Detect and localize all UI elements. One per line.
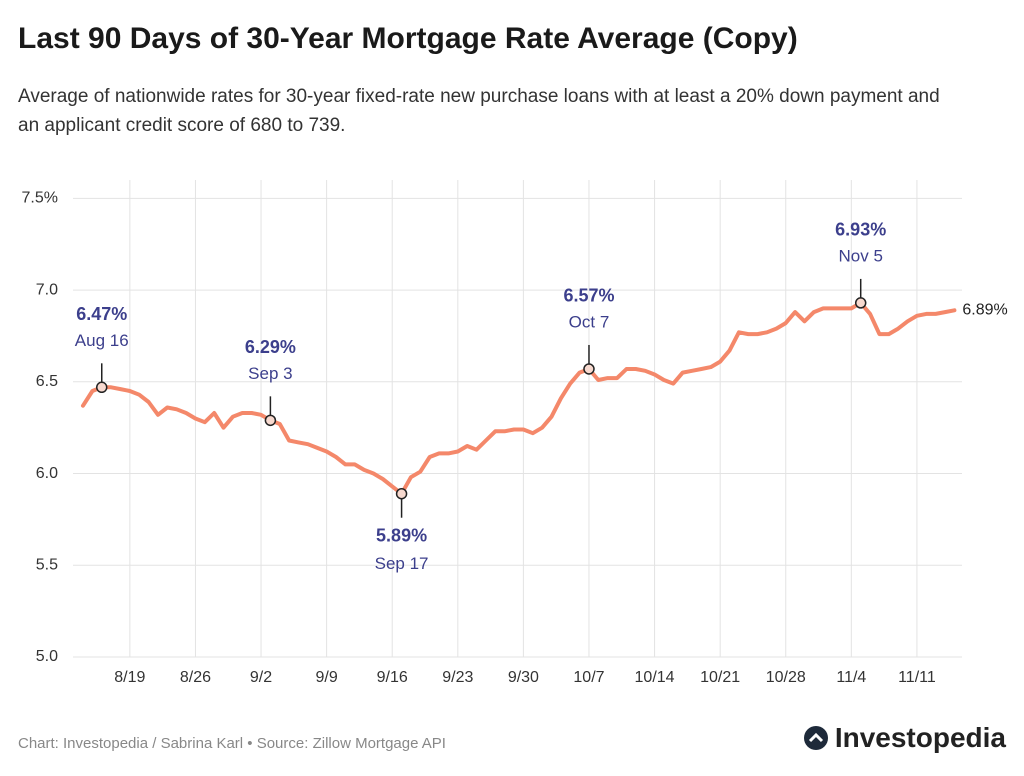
value-label: 6.29% — [245, 337, 296, 357]
x-tick-label: 8/26 — [180, 669, 211, 686]
y-tick-label: 5.5 — [36, 556, 58, 573]
y-tick-label: 6.0 — [36, 465, 58, 482]
value-label: 6.47% — [76, 304, 127, 324]
date-label: Oct 7 — [569, 312, 610, 331]
x-tick-label: 10/21 — [700, 669, 740, 686]
date-label: Sep 17 — [375, 554, 429, 573]
y-tick-label: 5.0 — [36, 648, 58, 665]
y-tick-label: 7.5% — [22, 190, 58, 207]
x-tick-label: 9/2 — [250, 669, 272, 686]
point-marker — [95, 381, 108, 394]
x-tick-label: 11/11 — [898, 669, 936, 686]
point-marker — [583, 363, 595, 375]
logo: Investopedia — [803, 722, 1006, 754]
date-label: Aug 16 — [75, 331, 129, 350]
x-tick-label: 10/14 — [635, 669, 675, 686]
end-label: 6.89% — [962, 301, 1007, 318]
value-label: 6.93% — [835, 220, 886, 240]
x-tick-label: 9/16 — [377, 669, 408, 686]
point-marker — [264, 414, 277, 427]
logo-icon — [803, 726, 828, 750]
x-tick-label: 8/19 — [114, 669, 145, 686]
date-label: Sep 3 — [248, 364, 292, 383]
value-label: 5.89% — [376, 525, 427, 545]
x-tick-label: 10/28 — [766, 669, 806, 686]
date-label: Nov 5 — [838, 246, 882, 265]
logo-text: Investopedia — [834, 722, 1006, 753]
x-tick-label: 11/4 — [836, 669, 866, 686]
x-tick-label: 9/30 — [508, 669, 539, 686]
y-tick-label: 7.0 — [36, 281, 58, 298]
point-marker — [854, 297, 867, 309]
point-marker — [395, 487, 408, 500]
value-label: 6.57% — [563, 286, 614, 306]
x-tick-label: 9/9 — [315, 669, 337, 686]
line — [81, 300, 957, 496]
x-tick-label: 10/7 — [573, 669, 604, 686]
chart-subtitle: Average of nationwide rates for 30-year … — [18, 86, 940, 136]
chart-title: Last 90 Days of 30-Year Mortgage Rate Av… — [18, 22, 798, 55]
source-note: Chart: Investopedia / Sabrina Karl • Sou… — [18, 735, 446, 752]
y-tick-label: 6.5 — [36, 373, 58, 390]
x-tick-label: 9/23 — [442, 669, 473, 686]
